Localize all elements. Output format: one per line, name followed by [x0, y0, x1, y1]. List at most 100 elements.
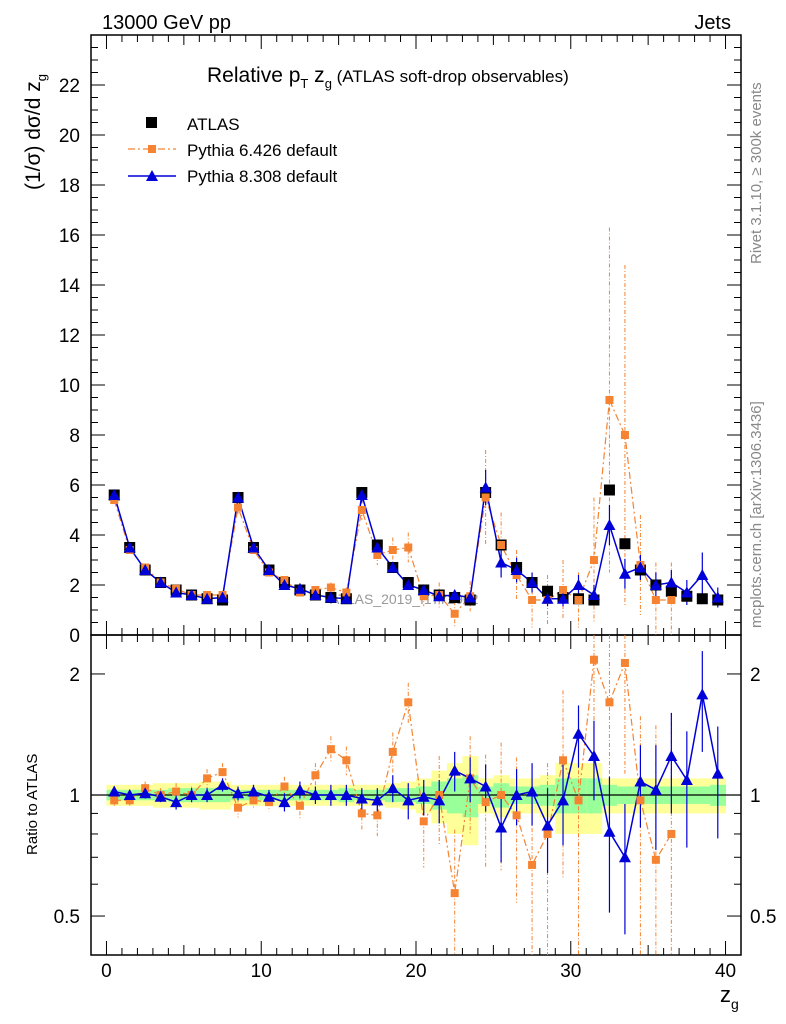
- ratio-pythia8-point: [417, 790, 430, 802]
- title-main: Relative p: [207, 64, 300, 87]
- header-collision-label: 13000 GeV pp: [102, 12, 231, 34]
- pythia8-point: [108, 489, 121, 500]
- ratio-pythia6-point: [295, 801, 304, 810]
- y-tick-label: 14: [59, 276, 81, 297]
- ratio-pythia8-point: [371, 794, 384, 806]
- y-tick-label: 6: [69, 476, 80, 497]
- pythia8-point: [417, 584, 430, 595]
- atlas-point: [603, 484, 615, 496]
- ratio-pythia8-point: [247, 785, 260, 797]
- pythia6-point: [651, 596, 660, 604]
- legend-marker-pythia8: [146, 170, 158, 181]
- y-tick-label: 22: [59, 76, 80, 97]
- ratio-pythia6-point: [172, 787, 181, 796]
- ratio-pythia6-point: [203, 774, 212, 783]
- pythia8-point: [293, 582, 306, 594]
- pythia8-point: [448, 589, 461, 600]
- pythia8-point: [185, 589, 198, 600]
- ratio-pythia8-point: [464, 772, 477, 784]
- pythia8-point: [557, 592, 570, 604]
- pythia8-point: [665, 576, 678, 588]
- ratio-pythia8-point: [541, 819, 554, 831]
- pythia8-point: [355, 489, 368, 500]
- pythia8-point: [262, 564, 275, 575]
- pythia8-point: [123, 541, 136, 553]
- x-tick-label: 30: [560, 961, 581, 982]
- ratio-uncertainty-band: [106, 756, 727, 846]
- ratio-pythia6-point: [667, 829, 676, 838]
- ratio-pythia6-point: [481, 798, 490, 807]
- ratio-pythia6-point: [234, 803, 243, 812]
- title-sub-t: T: [300, 76, 308, 91]
- x-axis-label-text: z: [720, 982, 731, 1007]
- pythia8-point: [433, 590, 446, 602]
- title-mid: z: [308, 64, 324, 87]
- title-suffix: (ATLAS soft-drop observables): [332, 67, 569, 86]
- y-tick-label: 12: [59, 326, 80, 347]
- legend-label-pythia8: Pythia 8.308 default: [187, 167, 338, 186]
- ratio-pythia8-point: [711, 767, 724, 779]
- pythia6-point: [326, 583, 335, 592]
- y-tick-label: 20: [59, 126, 80, 147]
- y-axis-label-text: (1/σ) dσ/d z: [22, 81, 45, 190]
- ratio-pythia8-point: [665, 750, 678, 762]
- ratio-y-tick-label: 0.5: [54, 907, 80, 928]
- ratio-pythia6-point: [419, 817, 428, 826]
- pythia8-point: [386, 561, 399, 573]
- ratio-pythia6-point: [574, 796, 583, 805]
- pythia8-point: [526, 576, 539, 588]
- ratio-pythia8-point: [696, 688, 709, 700]
- legend-label-pythia6: Pythia 6.426 default: [187, 141, 338, 160]
- ratio-pythia8-point: [108, 785, 121, 797]
- x-tick-label: 40: [715, 961, 736, 982]
- pythia8-point: [247, 541, 260, 553]
- atlas-point: [665, 585, 677, 597]
- rivet-label: Rivet 3.1.10, ≥ 300k events: [748, 82, 765, 264]
- ratio-pythia8-point: [232, 787, 245, 799]
- ratio-y-tick-label-right: 1: [750, 786, 761, 807]
- pythia6-point: [667, 596, 676, 604]
- x-tick-label: 10: [251, 961, 272, 982]
- legend-marker-pythia6: [148, 145, 156, 153]
- pythia8-point: [170, 586, 183, 598]
- ratio-pythia8-point: [680, 773, 693, 785]
- ratio-pythia6-point: [636, 796, 645, 805]
- pythia8-point: [278, 579, 291, 590]
- ratio-y-tick-label-right: 0.5: [750, 907, 776, 928]
- pythia8-point: [587, 589, 600, 600]
- ratio-pythia8-point: [355, 792, 368, 804]
- pythia8-point: [634, 561, 647, 573]
- ratio-pythia6-point: [326, 745, 335, 754]
- pythia8-point: [154, 576, 167, 588]
- y-tick-label: 18: [59, 176, 80, 197]
- main-series-marks: [108, 227, 724, 635]
- pythia8-point: [340, 592, 353, 604]
- pythia6-point: [450, 609, 459, 618]
- pythia8-point: [696, 569, 709, 580]
- ratio-pythia8-point: [309, 789, 322, 800]
- ratio-pythia6-point: [218, 768, 227, 777]
- pythia8-point: [371, 541, 384, 553]
- ratio-pythia6-point: [342, 756, 351, 765]
- pythia6-point: [357, 506, 366, 514]
- atlas-point: [619, 538, 631, 550]
- ratio-pythia8-point: [402, 794, 415, 806]
- ratio-pythia8-point: [324, 789, 337, 800]
- pythia8-point: [402, 579, 415, 590]
- pythia8-point: [618, 567, 631, 579]
- ratio-pythia8-line: [114, 694, 719, 860]
- pythia6-point: [574, 596, 583, 604]
- ratio-pythia6-point: [264, 798, 273, 807]
- ratio-pythia8-point: [587, 750, 600, 762]
- ratio-pythia8-point: [618, 851, 631, 863]
- ratio-y-axis-label: Ratio to ATLAS: [24, 754, 41, 855]
- ratio-pythia8-point: [293, 783, 306, 795]
- ratio-pythia8-point: [557, 794, 570, 806]
- ratio-y-tick-label: 2: [69, 665, 80, 686]
- ratio-pythia8-point: [603, 825, 616, 837]
- pythia8-point: [479, 481, 492, 493]
- x-tick-label: 0: [101, 961, 112, 982]
- ratio-pythia8-point: [448, 764, 461, 776]
